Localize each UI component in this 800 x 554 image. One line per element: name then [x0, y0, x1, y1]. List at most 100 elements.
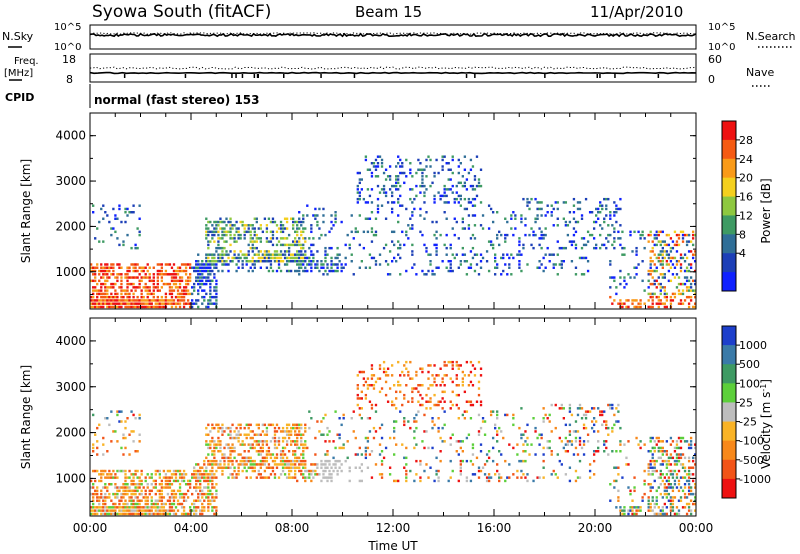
echo-cell	[108, 506, 111, 509]
echo-cell	[150, 506, 153, 509]
echo-cell	[201, 269, 204, 273]
echo-cell	[195, 266, 198, 269]
echo-cell	[320, 466, 323, 469]
echo-cell	[421, 233, 424, 237]
echo-cell	[120, 446, 123, 450]
echo-cell	[316, 463, 319, 466]
echo-cell	[637, 305, 640, 309]
echo-cell	[296, 260, 299, 263]
echo-cell	[215, 302, 218, 305]
echo-cell	[479, 450, 483, 453]
echo-cell	[207, 276, 210, 279]
echo-cell	[207, 240, 210, 243]
echo-cell	[380, 162, 384, 165]
echo-cell	[138, 413, 141, 417]
echo-cell	[199, 479, 202, 483]
echo-cell	[637, 263, 640, 266]
echo-cell	[443, 384, 446, 387]
echo-cell	[142, 302, 145, 305]
velocity-colorbar-label: Velocity [m s-1]	[759, 379, 773, 469]
echo-cell	[647, 292, 650, 296]
echo-cell	[421, 269, 424, 273]
echo-cell	[512, 211, 515, 214]
echo-cell	[393, 384, 396, 387]
echo-cell	[116, 469, 119, 473]
echo-cell	[269, 230, 273, 234]
echo-cell	[403, 397, 406, 400]
echo-cell	[207, 230, 210, 234]
echo-cell	[623, 246, 626, 250]
echo-cell	[182, 292, 186, 296]
echo-cell	[237, 430, 240, 433]
echo-cell	[669, 453, 673, 456]
echo-cell	[100, 266, 103, 269]
echo-cell	[209, 476, 212, 479]
echo-cell	[673, 276, 677, 279]
echo-cell	[269, 253, 273, 256]
echo-cell	[435, 403, 438, 407]
echo-cell	[520, 217, 523, 220]
echo-cell	[294, 433, 297, 436]
echo-cell	[265, 476, 269, 479]
echo-cell	[188, 279, 192, 283]
echo-cell	[324, 453, 327, 456]
echo-cell	[570, 260, 574, 263]
echo-cell	[546, 211, 549, 214]
echo-cell	[273, 456, 277, 460]
echo-cell	[675, 486, 679, 489]
echo-cell	[124, 220, 127, 224]
echo-cell	[263, 440, 267, 443]
echo-cell	[152, 266, 155, 269]
echo-cell	[231, 436, 234, 440]
echo-cell	[213, 463, 216, 466]
echo-cell	[132, 483, 135, 486]
echo-cell	[681, 466, 685, 469]
echo-cell	[691, 473, 695, 476]
echo-cell	[609, 286, 612, 289]
echo-cell	[370, 374, 374, 377]
echo-cell	[281, 230, 285, 234]
echo-cell	[126, 302, 129, 305]
echo-cell	[223, 430, 226, 433]
echo-cell	[269, 466, 273, 469]
echo-cell	[673, 469, 677, 473]
echo-cell	[195, 512, 198, 516]
echo-cell	[657, 233, 660, 237]
echo-cell	[360, 417, 363, 420]
echo-cell	[397, 253, 400, 256]
echo-cell	[411, 377, 414, 380]
echo-cell	[257, 237, 260, 240]
echo-cell	[209, 473, 212, 476]
echo-cell	[504, 459, 507, 463]
echo-cell	[685, 269, 689, 273]
echo-cell	[102, 512, 105, 516]
echo-cell	[681, 463, 685, 466]
echo-cell	[540, 214, 543, 217]
echo-cell	[544, 253, 547, 256]
echo-cell	[665, 489, 669, 493]
echo-cell	[663, 302, 666, 305]
echo-cell	[90, 269, 93, 273]
echo-cell	[310, 469, 313, 473]
echo-cell	[405, 367, 408, 370]
echo-cell	[300, 220, 303, 224]
echo-cell	[479, 168, 483, 171]
echo-cell	[168, 483, 172, 486]
echo-cell	[203, 476, 206, 479]
echo-cell	[314, 436, 317, 440]
echo-cell	[419, 403, 422, 407]
echo-cell	[134, 305, 137, 309]
echo-cell	[199, 499, 202, 502]
echo-cell	[374, 260, 378, 263]
colorbar-segment	[722, 421, 736, 442]
echo-cell	[693, 463, 697, 466]
echo-cell	[265, 440, 269, 443]
echo-cell	[102, 453, 105, 456]
echo-cell	[685, 496, 689, 499]
echo-cell	[124, 512, 127, 516]
echo-cell	[302, 463, 305, 466]
echo-cell	[197, 506, 200, 509]
echo-cell	[413, 430, 416, 433]
echo-cell	[283, 250, 287, 253]
echo-cell	[247, 443, 250, 446]
